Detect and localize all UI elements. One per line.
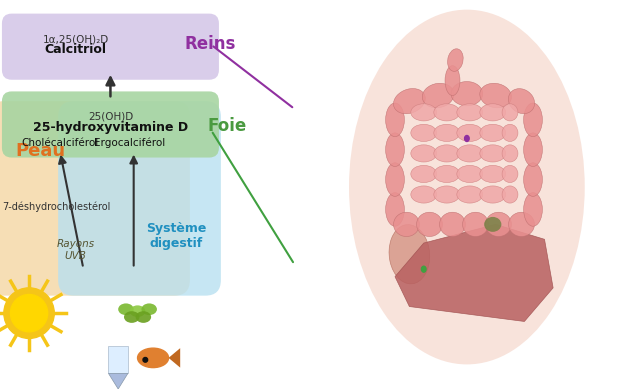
Ellipse shape (411, 124, 437, 142)
Ellipse shape (439, 212, 466, 237)
Text: Reins: Reins (184, 35, 236, 53)
Ellipse shape (508, 89, 534, 114)
Text: 1α,25(OH)₂D: 1α,25(OH)₂D (42, 35, 109, 45)
Circle shape (4, 288, 54, 338)
Ellipse shape (130, 305, 145, 317)
Ellipse shape (457, 165, 482, 182)
Polygon shape (169, 348, 180, 368)
Ellipse shape (394, 89, 425, 114)
Circle shape (421, 266, 426, 272)
Ellipse shape (138, 348, 169, 368)
Text: Calcitriol: Calcitriol (44, 43, 106, 56)
Ellipse shape (486, 212, 511, 237)
Ellipse shape (502, 145, 518, 162)
Ellipse shape (411, 104, 437, 121)
Ellipse shape (502, 124, 518, 142)
Ellipse shape (434, 104, 460, 121)
Circle shape (464, 135, 469, 142)
Ellipse shape (434, 186, 460, 203)
Text: Foie: Foie (208, 117, 246, 135)
Ellipse shape (502, 104, 518, 121)
Text: Rayons
UVB: Rayons UVB (56, 239, 94, 261)
Text: 25-hydroxyvitamine D: 25-hydroxyvitamine D (33, 121, 188, 134)
Ellipse shape (480, 165, 506, 182)
Ellipse shape (118, 303, 134, 315)
Polygon shape (109, 373, 128, 389)
Ellipse shape (509, 212, 534, 237)
Ellipse shape (502, 186, 518, 203)
Ellipse shape (524, 103, 542, 137)
Circle shape (11, 294, 48, 332)
Ellipse shape (136, 311, 151, 323)
Ellipse shape (434, 124, 460, 142)
Ellipse shape (416, 212, 442, 237)
Ellipse shape (448, 49, 463, 71)
Ellipse shape (124, 311, 139, 323)
Ellipse shape (484, 217, 501, 232)
Text: Système
digestif: Système digestif (146, 222, 206, 250)
FancyBboxPatch shape (58, 101, 221, 296)
Ellipse shape (457, 186, 482, 203)
Ellipse shape (462, 212, 489, 237)
Text: 25(OH)D: 25(OH)D (88, 112, 133, 122)
Ellipse shape (524, 133, 542, 166)
Ellipse shape (524, 193, 542, 226)
FancyBboxPatch shape (109, 346, 128, 373)
Ellipse shape (386, 163, 404, 196)
Ellipse shape (422, 83, 454, 108)
Ellipse shape (434, 165, 460, 182)
Text: Ergocalciférol: Ergocalciférol (94, 137, 166, 148)
Ellipse shape (394, 212, 419, 237)
Ellipse shape (411, 186, 437, 203)
Ellipse shape (434, 145, 460, 162)
Ellipse shape (386, 133, 404, 166)
Text: Cholécalciférol: Cholécalciférol (21, 138, 99, 148)
Ellipse shape (445, 66, 460, 96)
Ellipse shape (480, 145, 506, 162)
Ellipse shape (451, 82, 482, 106)
Ellipse shape (480, 83, 511, 108)
Ellipse shape (386, 193, 404, 226)
Ellipse shape (386, 103, 404, 137)
Ellipse shape (457, 145, 482, 162)
Text: Peau: Peau (16, 142, 66, 159)
Ellipse shape (349, 10, 585, 364)
Ellipse shape (411, 145, 437, 162)
Ellipse shape (502, 165, 518, 182)
Ellipse shape (457, 124, 482, 142)
FancyBboxPatch shape (0, 101, 190, 296)
Ellipse shape (389, 224, 430, 284)
FancyBboxPatch shape (2, 91, 219, 158)
Circle shape (143, 357, 148, 362)
Ellipse shape (141, 303, 157, 315)
Text: 7-déshydrocholestérol: 7-déshydrocholestérol (2, 202, 111, 212)
Ellipse shape (480, 124, 506, 142)
Polygon shape (395, 224, 553, 321)
FancyBboxPatch shape (2, 14, 219, 80)
Ellipse shape (411, 165, 437, 182)
Ellipse shape (480, 186, 506, 203)
Ellipse shape (480, 104, 506, 121)
Ellipse shape (524, 163, 542, 196)
Ellipse shape (457, 104, 482, 121)
